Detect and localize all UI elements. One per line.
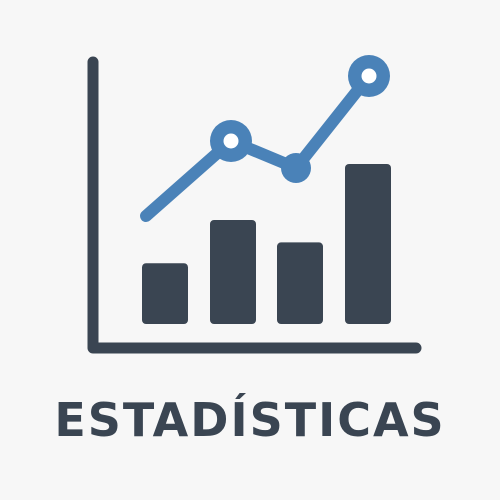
trend-marker	[281, 153, 311, 183]
trend-marker-center	[223, 133, 239, 149]
chart-axes	[87, 56, 422, 354]
trend-line	[140, 70, 375, 222]
chart-bar	[277, 242, 323, 324]
chart-bar	[142, 263, 188, 324]
trend-marker-center	[361, 68, 377, 84]
chart-bar	[345, 164, 391, 324]
caption-label: ESTADÍSTICAS	[54, 393, 446, 447]
chart-bar	[210, 220, 256, 324]
